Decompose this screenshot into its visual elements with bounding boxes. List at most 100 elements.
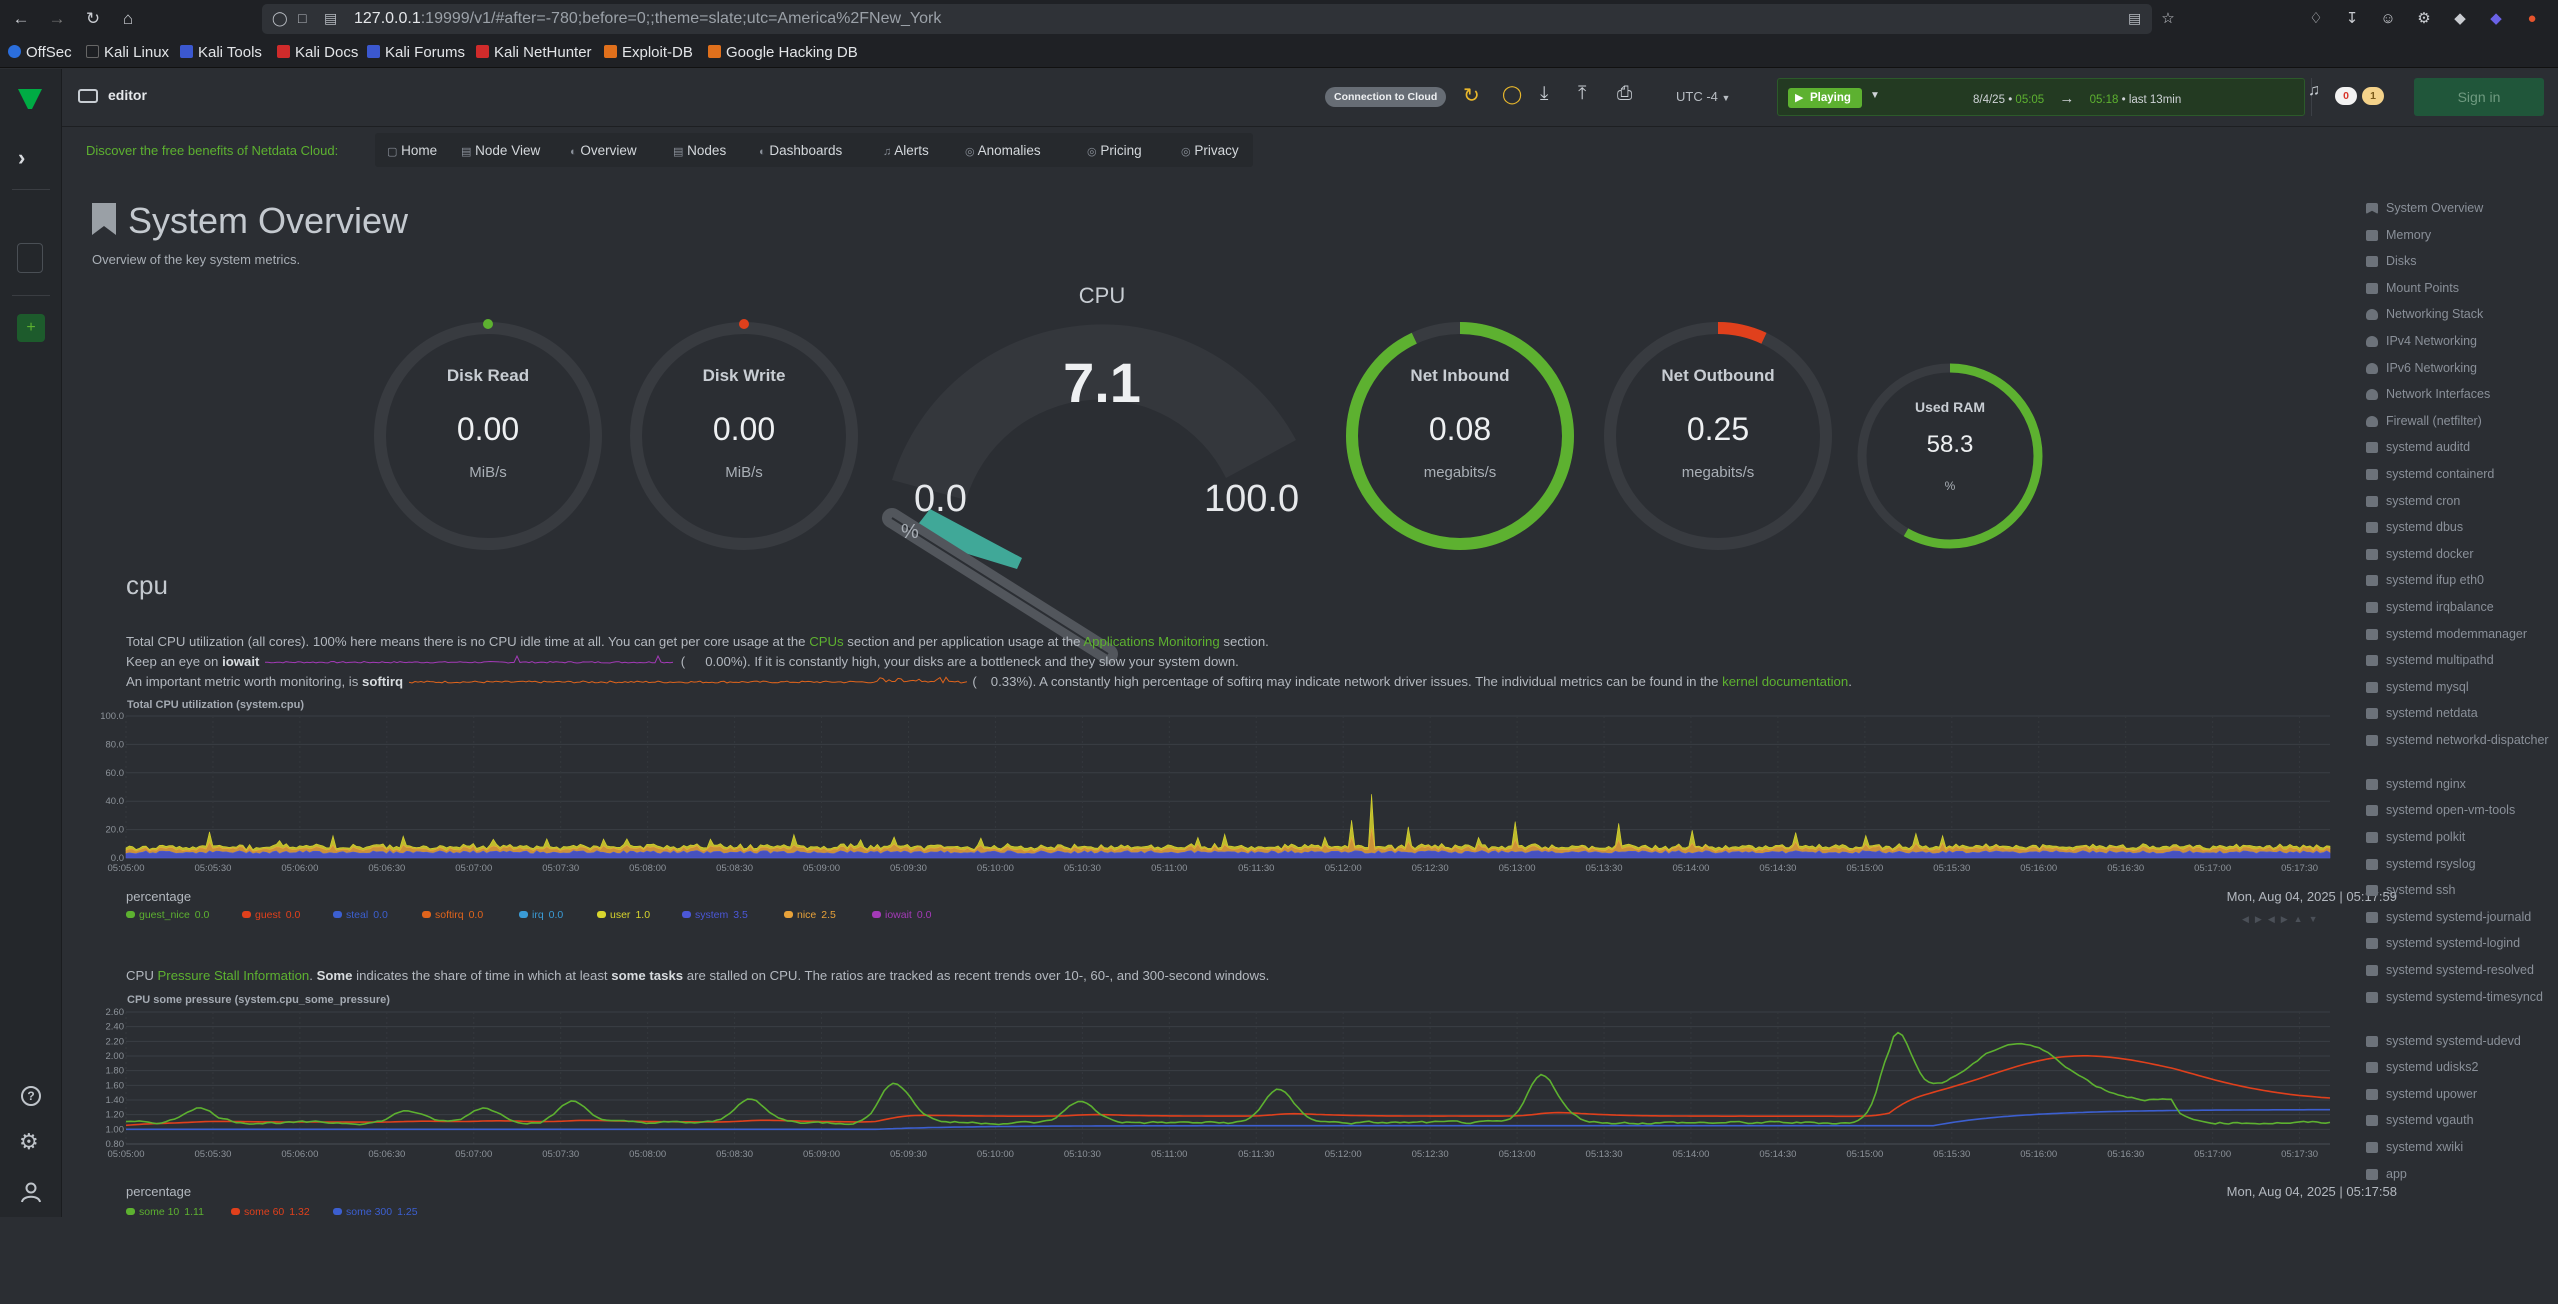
export-icon[interactable]: ⤒ <box>1578 83 1587 104</box>
pocket-icon[interactable]: ♢ <box>2309 10 2323 27</box>
sidebar-item[interactable]: systemd xwiki <box>2358 1134 2558 1161</box>
sidebar-item[interactable]: systemd polkit <box>2358 824 2558 851</box>
sidebar-item[interactable]: systemd modemmanager <box>2358 621 2558 648</box>
sidebar-item[interactable]: systemd vgauth <box>2358 1107 2558 1134</box>
legend-item[interactable]: steal 0.0 <box>333 909 388 921</box>
cpus-link[interactable]: CPUs <box>809 634 844 649</box>
lightbulb-icon[interactable]: ◯ <box>1502 84 1523 104</box>
sign-in-button[interactable]: Sign in <box>2414 78 2544 116</box>
bookmark-item[interactable]: OffSec <box>8 44 72 61</box>
url-bar[interactable]: ◯ □ ▤ 127.0.0.1:19999/v1/#after=-780;bef… <box>262 4 2152 34</box>
tab-node-view[interactable]: ▤ Node View <box>461 143 541 158</box>
extension-icon[interactable]: ◆ <box>2454 10 2466 27</box>
sidebar-item[interactable]: IPv4 Networking <box>2358 328 2558 355</box>
sidebar-item[interactable]: systemd docker <box>2358 541 2558 568</box>
space-avatar[interactable] <box>17 243 43 273</box>
sidebar-item[interactable]: Networking Stack <box>2358 301 2558 328</box>
import-icon[interactable]: ⤓ <box>1540 83 1549 104</box>
url-text[interactable]: 127.0.0.1:19999/v1/#after=-780;before=0;… <box>354 10 941 28</box>
sidebar-item[interactable]: systemd networkd-dispatcher <box>2358 727 2558 771</box>
bookmark-item[interactable]: Kali Docs <box>277 44 358 61</box>
tab-nodes[interactable]: ▤ Nodes <box>673 143 727 158</box>
legend-item[interactable]: nice 2.5 <box>784 909 836 921</box>
netdata-logo-icon[interactable] <box>15 87 45 111</box>
legend-item[interactable]: system 3.5 <box>682 909 748 921</box>
user-icon[interactable] <box>20 1181 42 1203</box>
apps-monitoring-link[interactable]: Applications Monitoring <box>1083 634 1220 649</box>
add-space-button[interactable]: + <box>17 314 45 342</box>
settings-gear-icon[interactable]: ⚙ <box>19 1129 39 1154</box>
sync-icon[interactable]: ↻ <box>1463 85 1480 107</box>
play-pause-button[interactable]: ▶ Playing <box>1788 88 1862 108</box>
sidebar-item[interactable]: systemd rsyslog <box>2358 851 2558 878</box>
forward-icon[interactable]: → <box>48 9 66 28</box>
sidebar-item[interactable]: systemd systemd-udevd <box>2358 1028 2558 1055</box>
sidebar-item[interactable]: systemd multipathd <box>2358 647 2558 674</box>
print-icon[interactable]: ⎙ <box>1617 83 1633 104</box>
tab-anomalies[interactable]: ◎ Anomalies <box>965 143 1041 158</box>
extension-icon[interactable]: ● <box>2527 10 2537 27</box>
expand-sidebar-icon[interactable]: › <box>18 145 26 170</box>
extensions-icon[interactable]: ⚙ <box>2417 10 2431 27</box>
sidebar-item[interactable]: systemd ifup eth0 <box>2358 567 2558 594</box>
reader-mode-icon[interactable]: ▤ <box>2128 10 2142 26</box>
legend-item[interactable]: softirq 0.0 <box>422 909 483 921</box>
kernel-docs-link[interactable]: kernel documentation <box>1722 674 1849 689</box>
legend-item[interactable]: user 1.0 <box>597 909 650 921</box>
sidebar-item[interactable]: System Overview <box>2358 195 2558 222</box>
legend-item[interactable]: guest_nice 0.0 <box>126 909 209 921</box>
permissions-icon[interactable]: ▤ <box>324 10 338 26</box>
shield-icon[interactable]: ◯ <box>272 10 288 26</box>
bookmark-item[interactable]: Kali Linux <box>86 44 169 61</box>
sidebar-item[interactable]: systemd auditd <box>2358 434 2558 461</box>
sidebar-item[interactable]: app <box>2358 1161 2558 1188</box>
legend-item[interactable]: irq 0.0 <box>519 909 563 921</box>
bookmark-item[interactable]: Google Hacking DB <box>708 44 858 61</box>
legend-item[interactable]: some 10 1.11 <box>126 1206 204 1217</box>
tab-alerts[interactable]: ♫ Alerts <box>883 143 929 158</box>
sidebar-item[interactable]: systemd ssh <box>2358 877 2558 904</box>
bookmark-item[interactable]: Kali NetHunter <box>476 44 592 61</box>
tab-pricing[interactable]: ◎ Pricing <box>1087 143 1142 158</box>
help-icon[interactable]: ? <box>21 1086 41 1106</box>
legend-item[interactable]: some 300 1.25 <box>333 1206 418 1217</box>
tab-privacy[interactable]: ◎ Privacy <box>1181 143 1239 158</box>
sidebar-item[interactable]: systemd systemd-resolved <box>2358 957 2558 984</box>
bookmark-item[interactable]: Exploit-DB <box>604 44 693 61</box>
tab-overview[interactable]: ◐ Overview <box>570 143 637 158</box>
tab-dashboards[interactable]: ◐ Dashboards <box>759 143 843 158</box>
sidebar-item[interactable]: systemd open-vm-tools <box>2358 797 2558 824</box>
sidebar-item[interactable]: Mount Points <box>2358 275 2558 302</box>
legend-item[interactable]: guest 0.0 <box>242 909 300 921</box>
extension-icon[interactable]: ◆ <box>2490 10 2502 27</box>
legend-item[interactable]: some 60 1.32 <box>231 1206 310 1217</box>
psi-chart[interactable]: 2.60 2.40 2.20 2.00 1.80 1.60 1.40 1.20 1.00 0.80… <box>62 1004 2362 1304</box>
reload-icon[interactable]: ↻ <box>85 9 101 28</box>
sidebar-item[interactable]: systemd upower <box>2358 1081 2558 1108</box>
bookmark-star-icon[interactable]: ☆ <box>2161 10 2175 27</box>
play-dropdown-icon[interactable]: ▼ <box>1870 90 1880 101</box>
notifications-icon[interactable]: ♫ <box>2308 82 2320 99</box>
bookmark-item[interactable]: Kali Tools <box>180 44 262 61</box>
cpu-chart[interactable]: 100.080.060.040.020.00.005:05:00 05:05:30… <box>62 710 2362 1000</box>
sidebar-item[interactable]: systemd cron <box>2358 488 2558 515</box>
sidebar-item[interactable]: systemd irqbalance <box>2358 594 2558 621</box>
legend-item[interactable]: iowait 0.0 <box>872 909 931 921</box>
sidebar-item[interactable]: Firewall (netfilter) <box>2358 408 2558 435</box>
back-icon[interactable]: ← <box>12 9 30 28</box>
sidebar-item[interactable]: systemd systemd-journald <box>2358 904 2558 931</box>
home-icon[interactable]: ⌂ <box>122 9 134 28</box>
critical-alerts-badge[interactable]: 0 <box>2335 87 2357 105</box>
sidebar-item[interactable]: systemd systemd-timesyncd <box>2358 984 2558 1028</box>
sidebar-item[interactable]: Network Interfaces <box>2358 381 2558 408</box>
sidebar-item[interactable]: Disks <box>2358 248 2558 275</box>
sidebar-item[interactable]: systemd dbus <box>2358 514 2558 541</box>
space-name[interactable]: editor <box>108 87 147 103</box>
sidebar-item[interactable]: systemd nginx <box>2358 771 2558 798</box>
tab-home[interactable]: ▢ Home <box>387 143 438 158</box>
account-icon[interactable]: ☺ <box>2380 10 2396 27</box>
sidebar-item[interactable]: systemd containerd <box>2358 461 2558 488</box>
bookmark-item[interactable]: Kali Forums <box>367 44 465 61</box>
psi-link[interactable]: Pressure Stall Information <box>157 968 310 983</box>
warning-alerts-badge[interactable]: 1 <box>2362 87 2384 105</box>
